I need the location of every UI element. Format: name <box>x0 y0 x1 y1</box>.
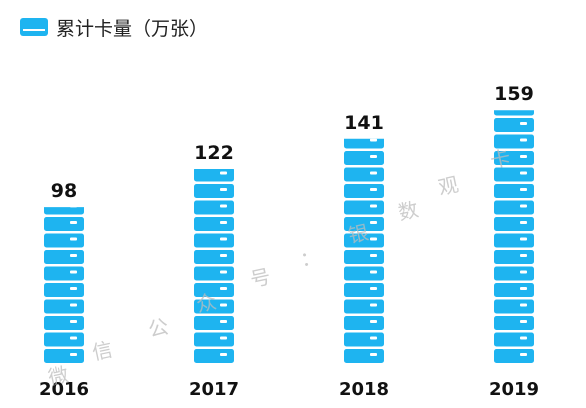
data-label-2018: 141 <box>344 112 384 134</box>
x-tick-2016: 2016 <box>39 379 89 400</box>
data-label-2016: 98 <box>51 180 77 202</box>
bar-2017 <box>194 169 234 363</box>
x-tick-2018: 2018 <box>339 379 389 400</box>
bar-2019 <box>494 110 534 363</box>
x-tick-2017: 2017 <box>189 379 239 400</box>
data-label-2017: 122 <box>194 142 234 164</box>
bar-2018 <box>344 138 384 363</box>
card-icon <box>20 18 48 36</box>
legend-label: 累计卡量（万张） <box>56 17 209 40</box>
legend: 累计卡量（万张） <box>20 12 208 42</box>
bar-2016 <box>44 207 84 363</box>
x-tick-2019: 2019 <box>489 379 539 400</box>
data-label-2019: 159 <box>494 83 534 105</box>
